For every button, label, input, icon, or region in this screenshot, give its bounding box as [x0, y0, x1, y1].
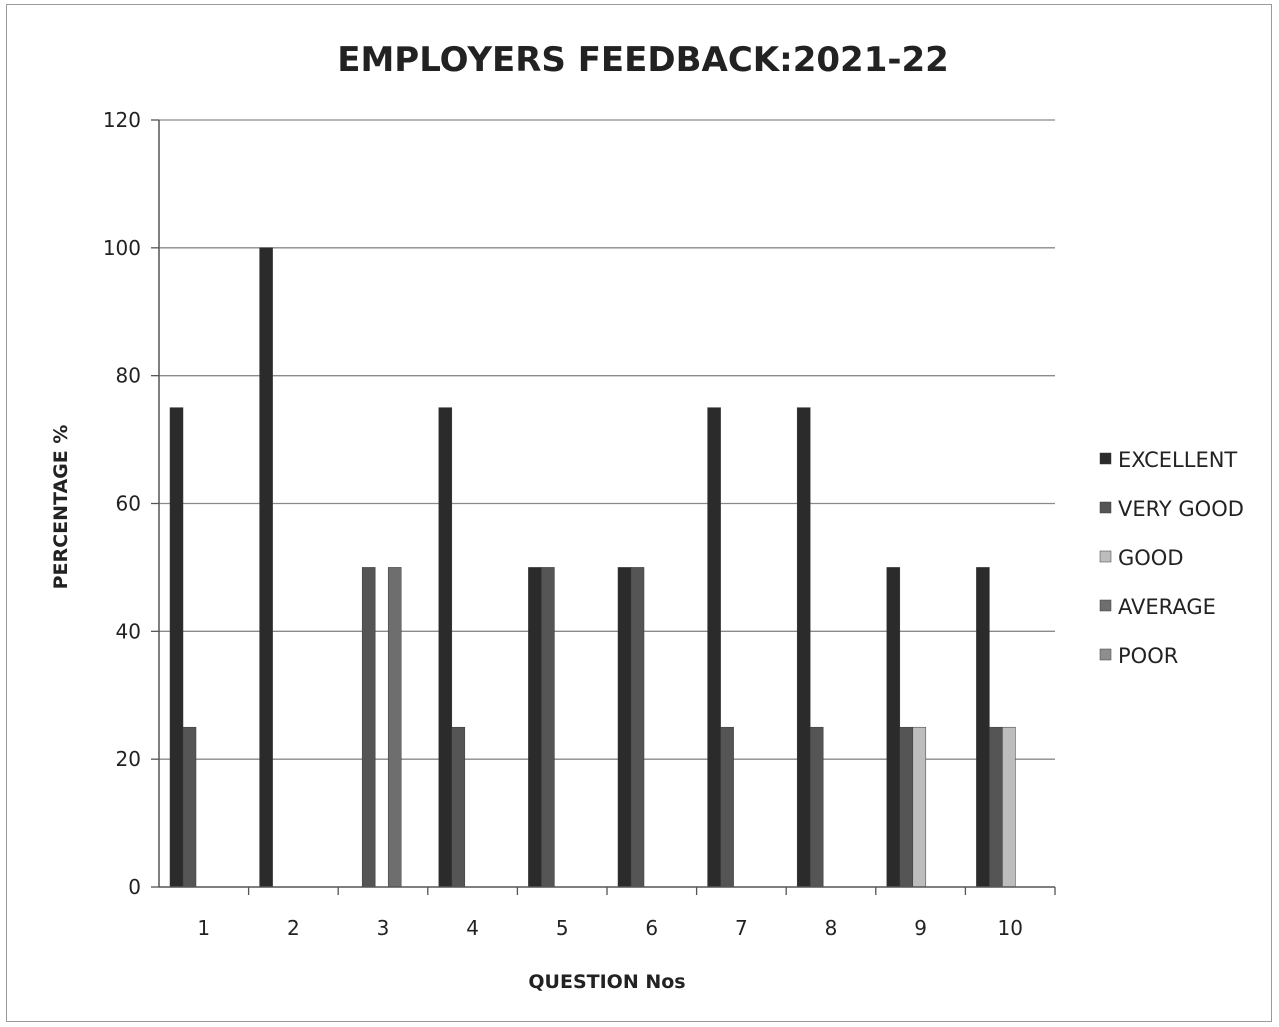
x-tick-label: 5	[556, 916, 569, 940]
legend-swatch	[1099, 501, 1112, 514]
x-tick-label: 9	[914, 916, 927, 940]
x-tick-label: 1	[197, 916, 210, 940]
bar-excellent	[707, 407, 721, 888]
legend-swatch	[1099, 599, 1112, 612]
legend-swatch	[1099, 648, 1112, 661]
x-tick-label: 6	[645, 916, 658, 940]
bar-very-good	[361, 567, 376, 888]
x-tick-label: 8	[825, 916, 838, 940]
bar-very-good	[630, 567, 645, 888]
x-tick-label: 2	[287, 916, 300, 940]
x-tick-label: 3	[377, 916, 390, 940]
bar-very-good	[541, 567, 555, 888]
x-tick-label: 4	[466, 916, 479, 940]
legend: EXCELLENT VERY GOOD GOOD AVERAGE POOR	[1099, 448, 1244, 668]
bar-very-good	[451, 726, 466, 888]
bar-excellent	[617, 567, 632, 888]
bar-very-good	[809, 726, 824, 888]
legend-label: AVERAGE	[1118, 595, 1216, 619]
y-tick-label: 40	[116, 619, 141, 643]
chart-frame: EMPLOYERS FEEDBACK:2021-22 0 20 40 60 80 100 1…	[6, 4, 1272, 1022]
bar-very-good	[899, 726, 914, 888]
y-tick-label: 120	[103, 108, 141, 132]
chart-title: EMPLOYERS FEEDBACK:2021-22	[337, 40, 949, 80]
bar-excellent	[796, 407, 811, 888]
legend-label: EXCELLENT	[1118, 448, 1237, 472]
bar-very-good	[182, 726, 197, 888]
legend-label: POOR	[1118, 644, 1178, 668]
bar-chart: EMPLOYERS FEEDBACK:2021-22 0 20 40 60 80 100 1…	[50, 40, 1244, 993]
bar-excellent	[976, 567, 990, 888]
bar-excellent	[169, 407, 184, 888]
legend-label: GOOD	[1118, 546, 1184, 570]
y-tick-label: 20	[116, 747, 141, 771]
bar-good	[912, 726, 927, 888]
y-tick-label: 0	[128, 875, 141, 899]
legend-label: VERY GOOD	[1118, 497, 1244, 521]
y-tick-label: 100	[103, 236, 141, 260]
y-tick-label: 60	[116, 492, 141, 516]
bar-excellent	[528, 567, 542, 888]
y-tick-label: 80	[116, 364, 141, 388]
bar-excellent	[438, 407, 453, 888]
legend-swatch	[1099, 452, 1112, 465]
x-tick-label: 10	[997, 916, 1022, 940]
legend-swatch	[1099, 550, 1112, 563]
bar-average	[387, 567, 402, 888]
y-axis-title: PERCENTAGE %	[50, 425, 72, 590]
bar-excellent	[886, 567, 901, 888]
bar-good	[1002, 726, 1016, 888]
bar-excellent	[259, 247, 273, 888]
bar-very-good	[989, 726, 1003, 888]
bar-very-good	[720, 726, 734, 888]
x-tick-label: 7	[735, 916, 748, 940]
x-axis-title: QUESTION Nos	[528, 971, 685, 993]
